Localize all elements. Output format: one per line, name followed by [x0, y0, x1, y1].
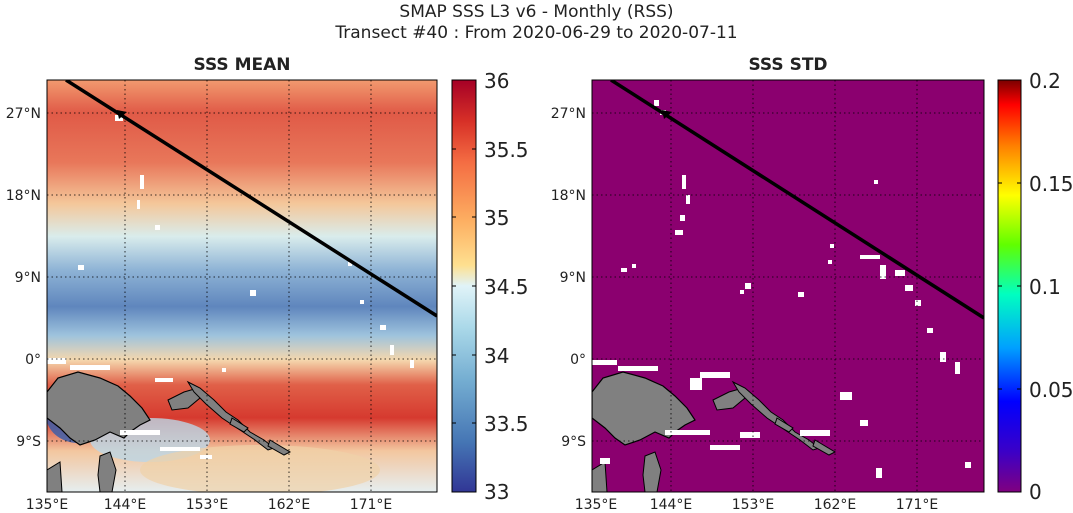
- std-lat-tick-0: 0°: [570, 352, 586, 368]
- std-transect-marker: [662, 110, 672, 119]
- std-graticule: [592, 80, 984, 492]
- mean-lat-tick-9n: 9°N: [15, 270, 41, 286]
- std-cb-tick-0.2: 0.2: [1029, 69, 1061, 93]
- std-cb-tick-0.15: 0.15: [1029, 172, 1073, 196]
- mean-panel-title: SSS MEAN: [193, 55, 291, 75]
- figure-title-line1: SMAP SSS L3 v6 - Monthly (RSS): [399, 2, 674, 22]
- mean-cb-tick-35: 35: [484, 206, 509, 230]
- mean-map-frame: [46, 79, 438, 493]
- mean-cb-tick-33: 33: [484, 480, 509, 504]
- std-new-guinea-land: [592, 371, 696, 446]
- mean-transect-line: [65, 80, 437, 318]
- mean-lon-tick-153: 153°E: [186, 497, 229, 513]
- mean-lon-tick-144: 144°E: [104, 497, 147, 513]
- std-cb-tick-0.1: 0.1: [1029, 275, 1061, 299]
- std-lon-tick-153: 153°E: [732, 497, 775, 513]
- mean-lat-tick-18n: 18°N: [6, 188, 41, 204]
- std-nodata-specks: [592, 100, 971, 478]
- std-lon-tick-162: 162°E: [814, 497, 857, 513]
- std-transect-line: [610, 80, 984, 320]
- mean-transect-marker: [117, 110, 127, 119]
- std-panel-title: SSS STD: [748, 55, 828, 75]
- std-cb-tick-0: 0: [1029, 480, 1042, 504]
- std-lat-tick-9s: 9°S: [561, 434, 586, 450]
- new-guinea-land: [47, 371, 151, 446]
- mean-lon-tick-162: 162°E: [268, 497, 311, 513]
- std-lat-tick-18n: 18°N: [551, 188, 586, 204]
- mean-lat-tick-9s: 9°S: [16, 434, 41, 450]
- mean-map-panel: [47, 80, 437, 492]
- std-lon-tick-171: 171°E: [896, 497, 939, 513]
- mean-lat-tick-0: 0°: [25, 352, 41, 368]
- std-lon-tick-135: 135°E: [575, 497, 618, 513]
- std-cb-tick-0.05: 0.05: [1029, 378, 1073, 402]
- std-map-panel: [592, 80, 984, 492]
- mean-cb-tick-34: 34: [484, 344, 509, 368]
- std-lon-tick-144: 144°E: [650, 497, 693, 513]
- figure-title-line2: Transect #40 : From 2020-06-29 to 2020-0…: [335, 23, 738, 43]
- mean-cb-tick-36: 36: [484, 69, 509, 93]
- mean-lon-tick-135: 135°E: [26, 497, 69, 513]
- mean-cb-tick-34.5: 34.5: [484, 275, 529, 299]
- mean-cb-tick-33.5: 33.5: [484, 412, 529, 436]
- mean-graticule: [47, 80, 437, 492]
- mean-cb-tick-35.5: 35.5: [484, 138, 529, 162]
- mean-lat-tick-27n: 27°N: [6, 106, 41, 122]
- mean-lon-tick-171: 171°E: [350, 497, 393, 513]
- std-lat-tick-9n: 9°N: [560, 270, 586, 286]
- std-lat-tick-27n: 27°N: [551, 106, 586, 122]
- std-map-frame: [591, 79, 985, 493]
